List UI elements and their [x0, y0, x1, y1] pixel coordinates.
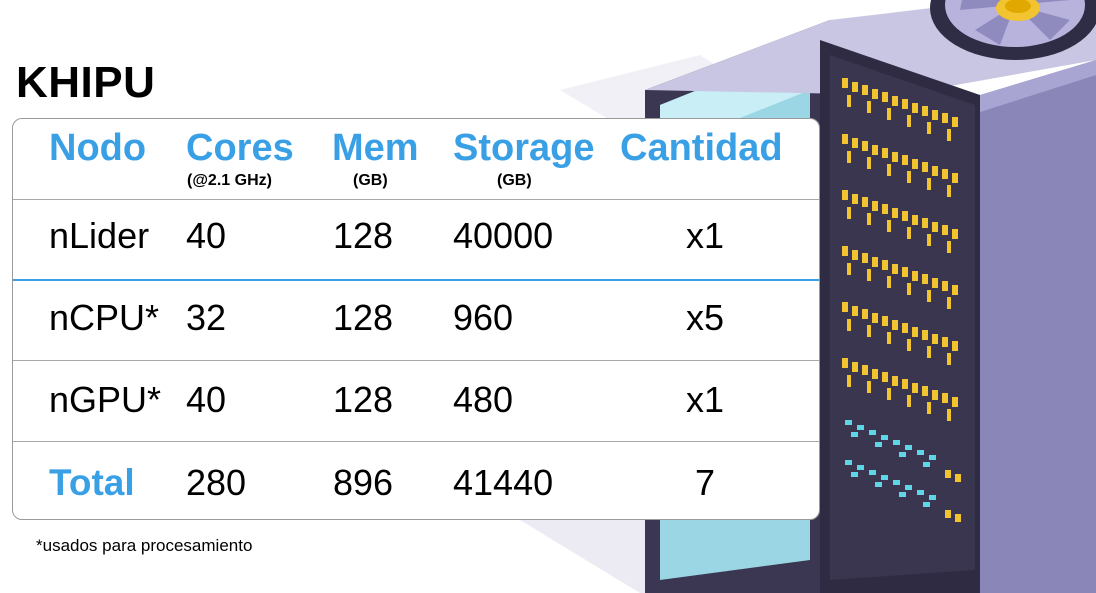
page-title: KHIPU: [16, 58, 156, 107]
row-mem: 128: [333, 379, 394, 420]
row-cantidad: x1: [685, 379, 725, 420]
total-cantidad: 7: [694, 462, 716, 503]
row-mem: 128: [333, 297, 394, 338]
header-nodo: Nodo: [49, 127, 147, 169]
specs-table: Nodo Cores (@2.1 GHz) Mem (GB) Storage (…: [12, 118, 820, 520]
header-mem-sub: (GB): [353, 172, 388, 189]
total-storage: 41440: [453, 462, 554, 503]
total-mem: 896: [333, 462, 394, 503]
total-cores: 280: [186, 462, 247, 503]
total-label: Total: [49, 462, 135, 503]
row-cores: 32: [186, 297, 227, 338]
divider: [13, 360, 819, 361]
divider: [13, 199, 819, 200]
divider: [13, 441, 819, 442]
row-nodo: nGPU*: [49, 379, 162, 420]
row-cores: 40: [186, 379, 227, 420]
header-mem: Mem: [332, 127, 419, 169]
row-storage: 960: [453, 297, 514, 338]
header-storage: Storage: [453, 127, 595, 169]
footnote: *usados para procesamiento: [36, 536, 253, 555]
header-cantidad: Cantidad: [620, 127, 783, 169]
row-storage: 40000: [453, 215, 554, 256]
row-cantidad: x5: [685, 297, 725, 338]
divider-blue: [13, 279, 819, 281]
header-cores-sub: (@2.1 GHz): [187, 172, 272, 189]
header-storage-sub: (GB): [497, 172, 532, 189]
row-cores: 40: [186, 215, 227, 256]
row-mem: 128: [333, 215, 394, 256]
row-nodo: nCPU*: [49, 297, 160, 338]
header-cores: Cores: [186, 127, 294, 169]
row-nodo: nLider: [49, 215, 150, 256]
row-cantidad: x1: [685, 215, 725, 256]
row-storage: 480: [453, 379, 514, 420]
